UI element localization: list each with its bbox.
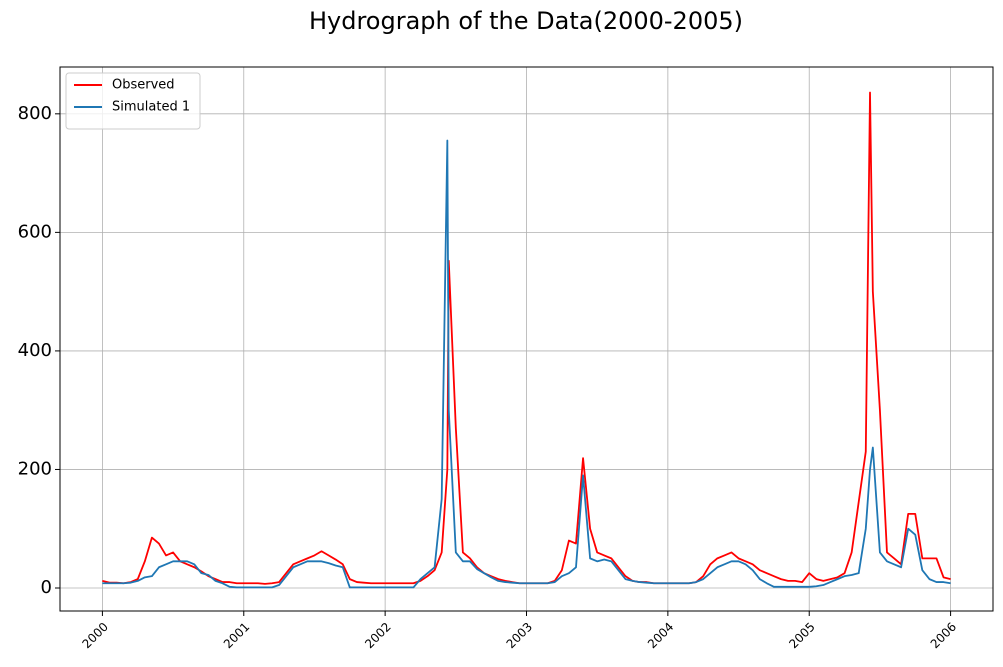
plot-frame <box>59 66 994 612</box>
chart-title: Hydrograph of the Data(2000-2005) <box>309 7 743 35</box>
y-tick-label: 200 <box>18 458 52 479</box>
legend-label: Simulated 1 <box>112 100 190 115</box>
y-tick-label: 800 <box>18 103 52 124</box>
y-tick-label: 0 <box>41 577 52 598</box>
series-line <box>102 139 951 589</box>
y-tick-label: 600 <box>18 221 52 242</box>
legend-label: Observed <box>112 78 175 93</box>
legend-box <box>65 72 201 130</box>
y-tick-label: 400 <box>18 340 52 361</box>
